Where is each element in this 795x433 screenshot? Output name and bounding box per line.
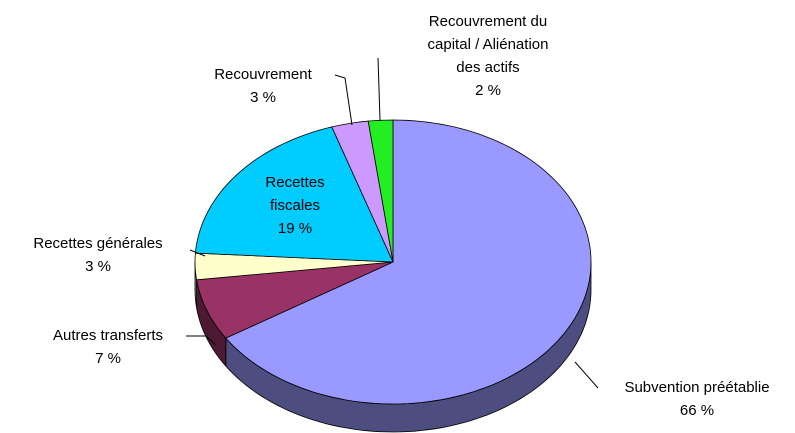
leader-line [186,335,217,346]
category-label: Subvention préétablie [624,379,770,396]
slice-label: Recouvrement du capital / Aliénation des… [428,10,549,102]
value-label: 3 % [250,89,276,106]
leader-line [377,57,381,121]
category-label: Recouvrement du capital / Aliénation des… [427,13,549,76]
category-label: Recettes fiscales [265,174,325,214]
slice-label: Recettes générales 3 % [33,232,162,278]
category-label: Autres transferts [52,327,164,344]
category-label: Recettes générales [33,235,163,252]
slice-label: Autres transferts 7 % [53,324,163,370]
slice-label: Subvention préétablie 66 % [624,376,769,422]
leader-line [189,249,206,257]
value-label: 66 % [679,402,715,419]
slice [194,126,394,263]
slice-label: Recettes fiscales 19 % [265,171,324,240]
value-label: 2 % [475,82,501,99]
slice-label: Recouvrement 3 % [214,63,312,109]
slice [367,119,394,263]
value-label: 19 % [277,220,313,237]
slice [331,120,394,263]
leader-line [574,361,599,389]
value-label: 3 % [85,258,111,275]
slice [225,119,592,405]
slice [196,261,394,339]
value-label: 7 % [95,350,121,367]
category-label: Recouvrement [214,66,312,83]
leader-line [334,74,353,126]
